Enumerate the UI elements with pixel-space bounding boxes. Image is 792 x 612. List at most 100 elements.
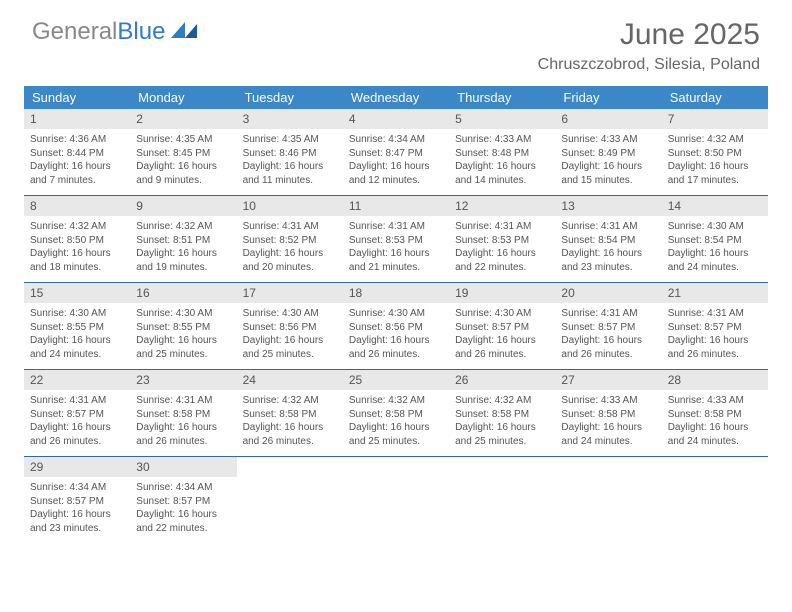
day-number: 15 xyxy=(24,283,130,303)
calendar-day: 17Sunrise: 4:30 AMSunset: 8:56 PMDayligh… xyxy=(237,283,343,369)
day-number: 1 xyxy=(24,109,130,129)
day-line: Sunset: 8:58 PM xyxy=(243,408,337,422)
title-block: June 2025 Chruszczobrod, Silesia, Poland xyxy=(538,18,760,74)
day-line: Sunset: 8:57 PM xyxy=(668,321,762,335)
day-number: 25 xyxy=(343,370,449,390)
day-line: Sunrise: 4:31 AM xyxy=(668,307,762,321)
day-line: Daylight: 16 hours xyxy=(668,421,762,435)
day-line: Sunrise: 4:32 AM xyxy=(349,394,443,408)
day-details: Sunrise: 4:30 AMSunset: 8:55 PMDaylight:… xyxy=(24,303,130,367)
calendar-day: 10 Sunrise: 4:31 AMSunset: 8:52 PMDayligh… xyxy=(237,196,343,282)
day-details: Sunrise: 4:32 AMSunset: 8:58 PMDaylight:… xyxy=(237,390,343,454)
day-details: Sunrise: 4:30 AMSunset: 8:57 PMDaylight:… xyxy=(449,303,555,367)
day-line: Sunrise: 4:33 AM xyxy=(668,394,762,408)
day-line: Sunset: 8:47 PM xyxy=(349,147,443,161)
day-line: Daylight: 16 hours xyxy=(455,247,549,261)
day-details: Sunrise: 4:32 AMSunset: 8:58 PMDaylight:… xyxy=(343,390,449,454)
day-number: 29 xyxy=(24,457,130,477)
day-line: Daylight: 16 hours xyxy=(455,421,549,435)
calendar-day: 15Sunrise: 4:30 AMSunset: 8:55 PMDayligh… xyxy=(24,283,130,369)
day-line: and 24 minutes. xyxy=(668,261,762,275)
day-number: 20 xyxy=(555,283,661,303)
day-number: 23 xyxy=(130,370,236,390)
day-details: Sunrise: 4:31 AMSunset: 8:54 PMDaylight:… xyxy=(555,216,661,280)
day-line: Sunrise: 4:32 AM xyxy=(243,394,337,408)
page-subtitle: Chruszczobrod, Silesia, Poland xyxy=(538,56,760,74)
day-line: Sunset: 8:57 PM xyxy=(30,408,124,422)
day-line: Sunset: 8:52 PM xyxy=(243,234,337,248)
day-line: Daylight: 16 hours xyxy=(30,508,124,522)
day-line: Sunset: 8:53 PM xyxy=(455,234,549,248)
day-line: and 25 minutes. xyxy=(349,435,443,449)
day-line: Sunrise: 4:35 AM xyxy=(136,133,230,147)
day-line: Daylight: 16 hours xyxy=(243,247,337,261)
day-line: Sunrise: 4:31 AM xyxy=(243,220,337,234)
day-line: Daylight: 16 hours xyxy=(349,160,443,174)
calendar-day: 23Sunrise: 4:31 AMSunset: 8:58 PMDayligh… xyxy=(130,370,236,456)
day-line: Sunset: 8:58 PM xyxy=(668,408,762,422)
triangle-icon xyxy=(171,20,199,45)
day-line: and 26 minutes. xyxy=(349,348,443,362)
day-details: Sunrise: 4:30 AMSunset: 8:55 PMDaylight:… xyxy=(130,303,236,367)
calendar-day: 18Sunrise: 4:30 AMSunset: 8:56 PMDayligh… xyxy=(343,283,449,369)
day-line: Sunrise: 4:30 AM xyxy=(668,220,762,234)
page-header: GeneralBlue June 2025 Chruszczobrod, Sil… xyxy=(0,0,792,82)
day-line: Daylight: 16 hours xyxy=(30,334,124,348)
calendar-day xyxy=(237,457,343,543)
day-details: Sunrise: 4:32 AMSunset: 8:50 PMDaylight:… xyxy=(24,216,130,280)
day-line: and 12 minutes. xyxy=(349,174,443,188)
day-line: Daylight: 16 hours xyxy=(30,247,124,261)
day-details: Sunrise: 4:30 AMSunset: 8:56 PMDaylight:… xyxy=(237,303,343,367)
weekday-header: Saturday xyxy=(662,86,768,109)
page-title: June 2025 xyxy=(538,18,760,52)
day-line: Sunset: 8:57 PM xyxy=(136,495,230,509)
day-details: Sunrise: 4:33 AMSunset: 8:49 PMDaylight:… xyxy=(555,129,661,193)
day-line: and 19 minutes. xyxy=(136,261,230,275)
calendar-day: 7Sunrise: 4:32 AMSunset: 8:50 PMDaylight… xyxy=(662,109,768,195)
day-line: Sunset: 8:55 PM xyxy=(136,321,230,335)
day-line: Daylight: 16 hours xyxy=(455,334,549,348)
weekday-header: Sunday xyxy=(24,86,130,109)
day-number: 12 xyxy=(449,196,555,216)
logo: GeneralBlue xyxy=(32,18,199,46)
day-line: and 7 minutes. xyxy=(30,174,124,188)
day-line: Sunset: 8:46 PM xyxy=(243,147,337,161)
calendar-day: 13Sunrise: 4:31 AMSunset: 8:54 PMDayligh… xyxy=(555,196,661,282)
weekday-header: Wednesday xyxy=(343,86,449,109)
day-line: Daylight: 16 hours xyxy=(349,247,443,261)
calendar-week: 8Sunrise: 4:32 AMSunset: 8:50 PMDaylight… xyxy=(24,195,768,282)
day-line: Daylight: 16 hours xyxy=(136,247,230,261)
day-line: Sunrise: 4:30 AM xyxy=(349,307,443,321)
calendar-day xyxy=(555,457,661,543)
day-line: and 26 minutes. xyxy=(30,435,124,449)
day-number: 10 xyxy=(237,196,343,216)
day-line: and 24 minutes. xyxy=(668,435,762,449)
day-line: Sunrise: 4:34 AM xyxy=(349,133,443,147)
day-line: Daylight: 16 hours xyxy=(30,160,124,174)
day-line: Sunset: 8:55 PM xyxy=(30,321,124,335)
calendar-day: 14Sunrise: 4:30 AMSunset: 8:54 PMDayligh… xyxy=(662,196,768,282)
day-line: Daylight: 16 hours xyxy=(136,508,230,522)
calendar-day: 4Sunrise: 4:34 AMSunset: 8:47 PMDaylight… xyxy=(343,109,449,195)
day-line: and 21 minutes. xyxy=(349,261,443,275)
day-number: 8 xyxy=(24,196,130,216)
day-line: and 11 minutes. xyxy=(243,174,337,188)
day-line: Sunset: 8:58 PM xyxy=(561,408,655,422)
calendar-day: 8Sunrise: 4:32 AMSunset: 8:50 PMDaylight… xyxy=(24,196,130,282)
day-details: Sunrise: 4:33 AMSunset: 8:58 PMDaylight:… xyxy=(555,390,661,454)
calendar-day: 9Sunrise: 4:32 AMSunset: 8:51 PMDaylight… xyxy=(130,196,236,282)
day-number: 27 xyxy=(555,370,661,390)
day-details: Sunrise: 4:34 AMSunset: 8:47 PMDaylight:… xyxy=(343,129,449,193)
day-line: and 22 minutes. xyxy=(455,261,549,275)
day-details: Sunrise: 4:35 AMSunset: 8:46 PMDaylight:… xyxy=(237,129,343,193)
weekday-header: Thursday xyxy=(449,86,555,109)
day-line: and 23 minutes. xyxy=(30,522,124,536)
day-line: Daylight: 16 hours xyxy=(243,334,337,348)
calendar-day: 22Sunrise: 4:31 AMSunset: 8:57 PMDayligh… xyxy=(24,370,130,456)
calendar-day xyxy=(449,457,555,543)
day-number: 30 xyxy=(130,457,236,477)
day-line: Daylight: 16 hours xyxy=(668,334,762,348)
day-line: Daylight: 16 hours xyxy=(349,334,443,348)
calendar-day: 6Sunrise: 4:33 AMSunset: 8:49 PMDaylight… xyxy=(555,109,661,195)
day-details: Sunrise: 4:36 AMSunset: 8:44 PMDaylight:… xyxy=(24,129,130,193)
